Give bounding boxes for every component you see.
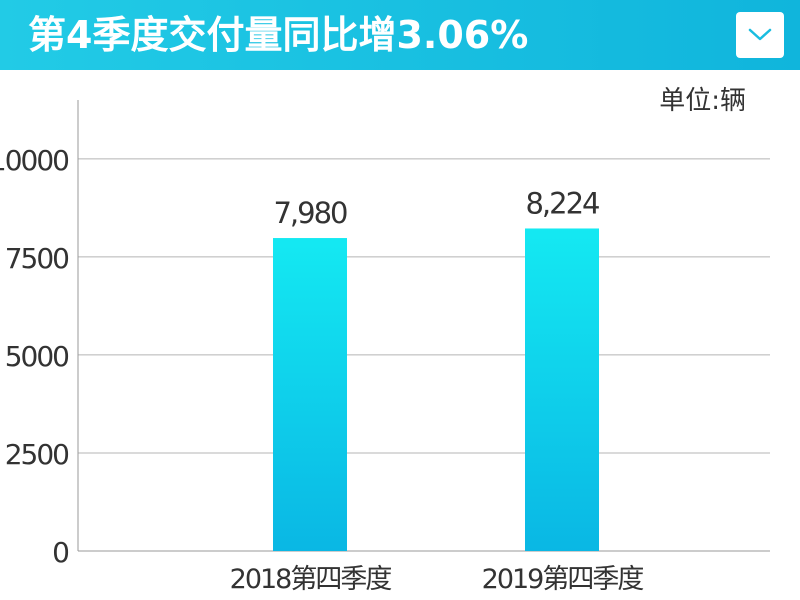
y-tick-label: 0 [52,536,68,569]
chevron-down-icon [748,28,772,41]
bar [525,228,599,551]
y-tick-label: 10000 [0,144,68,177]
y-tick-label: 2500 [5,438,68,471]
unit-label: 单位:辆 [659,86,746,116]
bar [273,238,347,551]
y-tick-label: 5000 [5,340,68,373]
y-tick-label: 7500 [5,242,68,275]
page-title: 第4季度交付量同比增3.06% [28,13,529,57]
x-category-label: 2018第四季度 [230,564,392,595]
header-bar: 第4季度交付量同比增3.06% [0,0,800,70]
bar-value-label: 7,980 [273,196,347,230]
bar-value-label: 8,224 [525,186,599,220]
collapse-button[interactable] [736,12,784,58]
x-category-label: 2019第四季度 [482,564,644,595]
